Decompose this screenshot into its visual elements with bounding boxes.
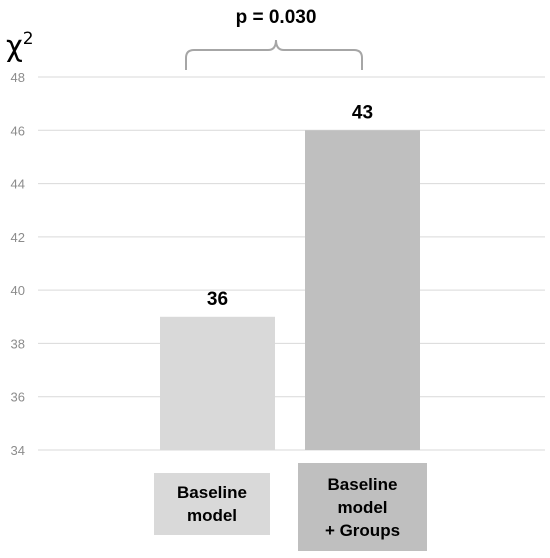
data-label: 43: [352, 102, 373, 123]
y-tick-label: 44: [11, 177, 25, 192]
y-tick-label: 42: [11, 230, 25, 245]
bars: [160, 130, 420, 451]
bar: [305, 130, 420, 451]
bar: [160, 316, 275, 450]
y-tick-label: 34: [11, 443, 25, 458]
category-label-baseline-groups: Baseline model + Groups: [298, 463, 427, 551]
y-tick-label: 48: [11, 70, 25, 85]
y-tick-label: 36: [11, 390, 25, 405]
category-label-baseline: Baseline model: [154, 473, 270, 535]
y-axis-label: χ2: [6, 29, 34, 63]
grid-lines: [38, 76, 545, 451]
y-tick-label: 40: [11, 283, 25, 298]
y-axis-ticks: 34 36 38 40 42 44 46 48: [11, 70, 25, 458]
data-labels: 36 43: [207, 102, 373, 310]
y-tick-label: 46: [11, 123, 25, 138]
data-label: 36: [207, 289, 228, 310]
significance-bracket: [185, 39, 363, 70]
y-tick-label: 38: [11, 336, 25, 351]
p-value-annotation: p = 0.030: [236, 7, 317, 28]
